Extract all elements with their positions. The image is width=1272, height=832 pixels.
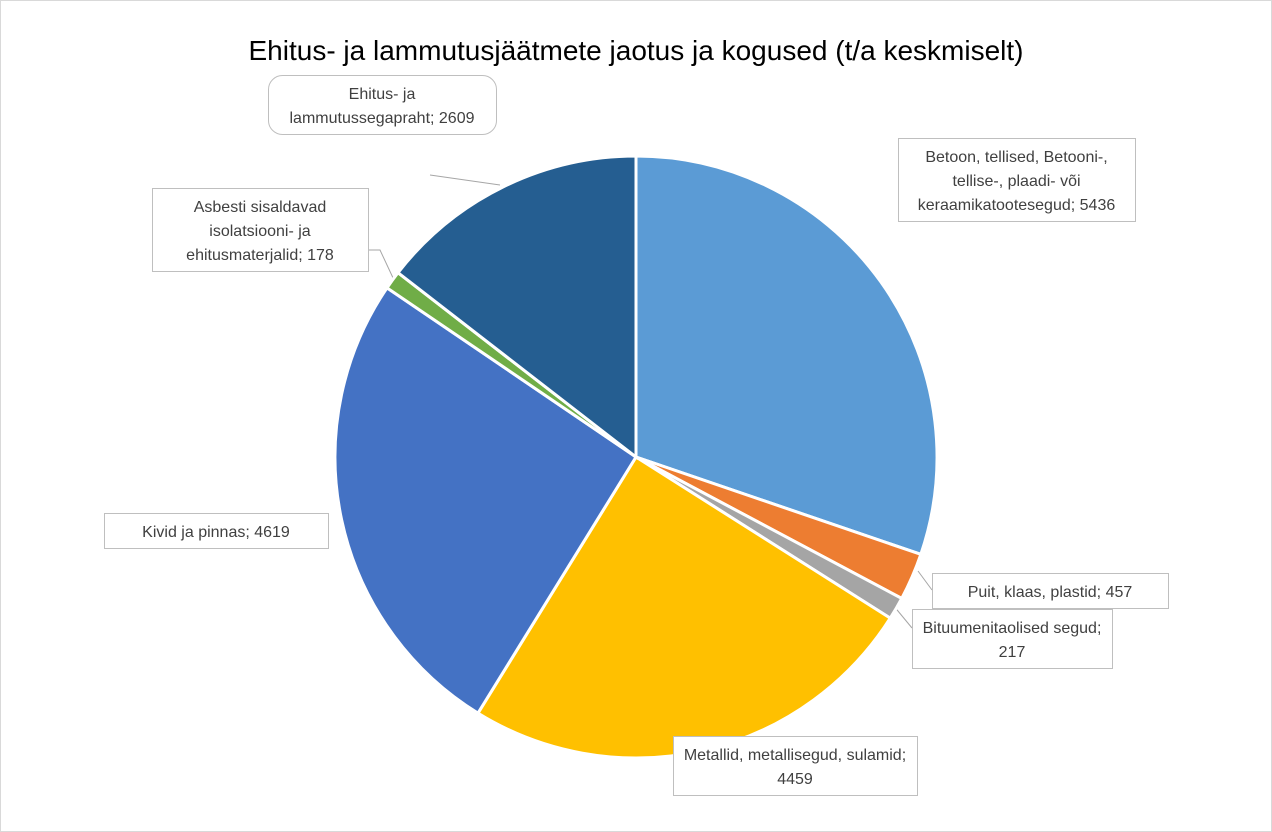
chart-title: Ehitus- ja lammutusjäätmete jaotus ja ko… [249,35,1024,66]
leader-line [368,249,395,281]
data-label-box [912,609,1113,669]
data-label-box [673,736,918,796]
data-label: Asbesti sisaldavad isolatsiooni- ja ehitus… [152,188,369,272]
data-label-text: Ehitus- ja lammutussegapraht; 2609 [290,86,475,127]
leader-line [917,570,933,591]
data-label: Puit, klaas, plastid; 457 [932,573,1169,609]
data-label-box [268,75,497,135]
data-label-box [932,573,1169,609]
data-label-box [104,513,329,549]
data-label-text: Bituumenitaolised segud; 217 [923,620,1102,661]
data-label-text: Betoon, tellised, Betooni-, tellise-, pla… [918,149,1116,214]
data-label-box [898,138,1136,222]
pie-slice [395,154,638,461]
data-label: Metallid, metallisegud, sulamid; 4459 [673,736,918,796]
pie-slice [634,154,939,557]
data-label: Bituumenitaolised segud; 217 [912,609,1113,669]
pie-slice [333,285,639,716]
data-label-text: Asbesti sisaldavad isolatsiooni- ja ehitus… [186,199,334,264]
data-label-text: Metallid, metallisegud, sulamid; 4459 [684,747,906,788]
data-label-text: Kivid ja pinnas; 4619 [142,524,290,541]
data-label: Ehitus- ja lammutussegapraht; 2609 [268,75,497,135]
data-label: Betoon, tellised, Betooni-, tellise-, pla… [898,138,1136,222]
leader-line [429,174,501,186]
data-label-box [152,188,369,272]
data-label: Kivid ja pinnas; 4619 [104,513,329,549]
data-label-text: Puit, klaas, plastid; 457 [968,584,1133,601]
